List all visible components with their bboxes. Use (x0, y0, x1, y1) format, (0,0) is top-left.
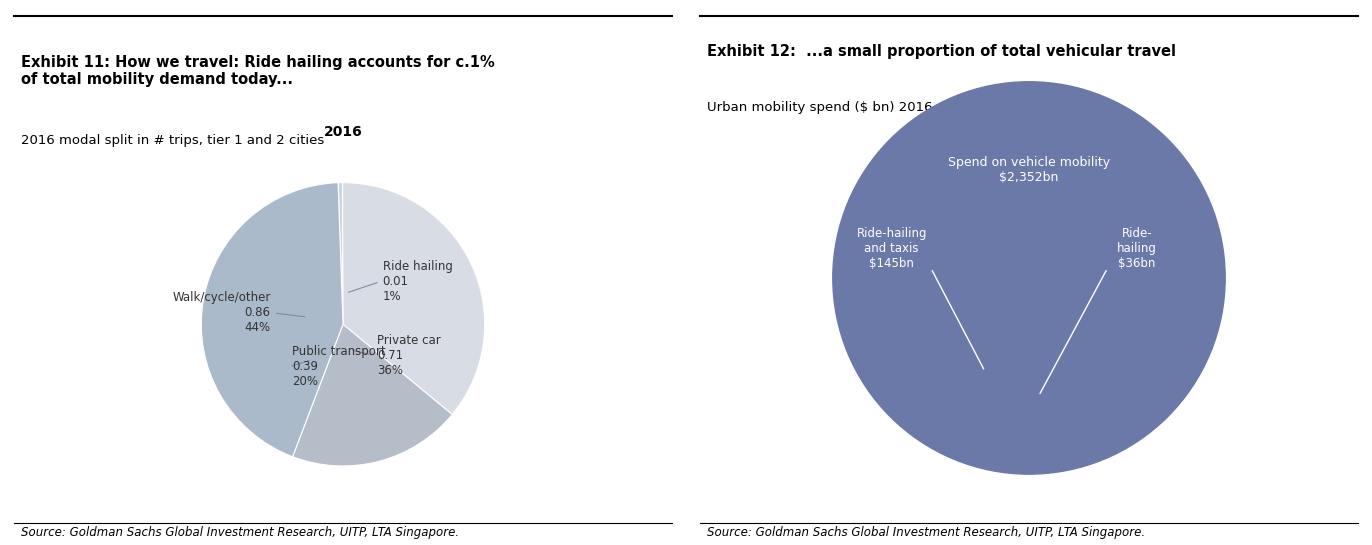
Text: 2016 modal split in # trips, tier 1 and 2 cities: 2016 modal split in # trips, tier 1 and … (21, 134, 324, 147)
Wedge shape (338, 183, 343, 324)
Text: Ride hailing
0.01
1%: Ride hailing 0.01 1% (383, 261, 453, 303)
Text: Ride-hailing
and taxis
$145bn: Ride-hailing and taxis $145bn (856, 227, 927, 270)
Text: Source: Goldman Sachs Global Investment Research, UITP, LTA Singapore.: Source: Goldman Sachs Global Investment … (707, 526, 1144, 539)
Title: 2016: 2016 (324, 125, 362, 139)
Text: Source: Goldman Sachs Global Investment Research, UITP, LTA Singapore.: Source: Goldman Sachs Global Investment … (21, 526, 458, 539)
Text: Ride-
hailing
$36bn: Ride- hailing $36bn (1117, 227, 1157, 270)
Text: Private car
0.71
36%: Private car 0.71 36% (377, 334, 440, 377)
Text: Spend on vehicle mobility
$2,352bn: Spend on vehicle mobility $2,352bn (948, 156, 1110, 184)
Text: Exhibit 12:  ...a small proportion of total vehicular travel: Exhibit 12: ...a small proportion of tot… (707, 44, 1176, 59)
Text: Urban mobility spend ($ bn) 2016: Urban mobility spend ($ bn) 2016 (707, 101, 932, 114)
Wedge shape (292, 324, 453, 466)
Text: Public transport
0.39
20%: Public transport 0.39 20% (292, 346, 386, 388)
Text: Walk/cycle/other
0.86
44%: Walk/cycle/other 0.86 44% (173, 292, 270, 335)
Circle shape (951, 357, 1048, 454)
Circle shape (833, 82, 1225, 474)
Text: Exhibit 11: How we travel: Ride hailing accounts for c.1%
of total mobility dema: Exhibit 11: How we travel: Ride hailing … (21, 54, 494, 87)
Wedge shape (202, 183, 343, 457)
Circle shape (1004, 396, 1054, 445)
Wedge shape (343, 183, 484, 415)
